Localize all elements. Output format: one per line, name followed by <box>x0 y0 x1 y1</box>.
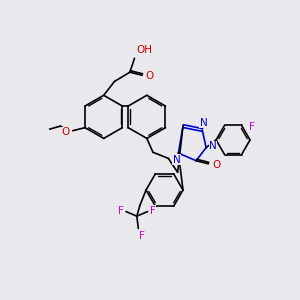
Text: O: O <box>61 127 70 137</box>
Text: F: F <box>249 122 254 132</box>
Text: F: F <box>139 231 145 241</box>
Text: N: N <box>209 141 217 151</box>
Text: N: N <box>200 118 208 128</box>
Text: O: O <box>145 71 154 81</box>
Text: F: F <box>118 206 124 216</box>
Text: O: O <box>212 160 220 170</box>
Text: OH: OH <box>136 45 152 55</box>
Text: N: N <box>173 154 181 165</box>
Text: F: F <box>150 206 156 216</box>
